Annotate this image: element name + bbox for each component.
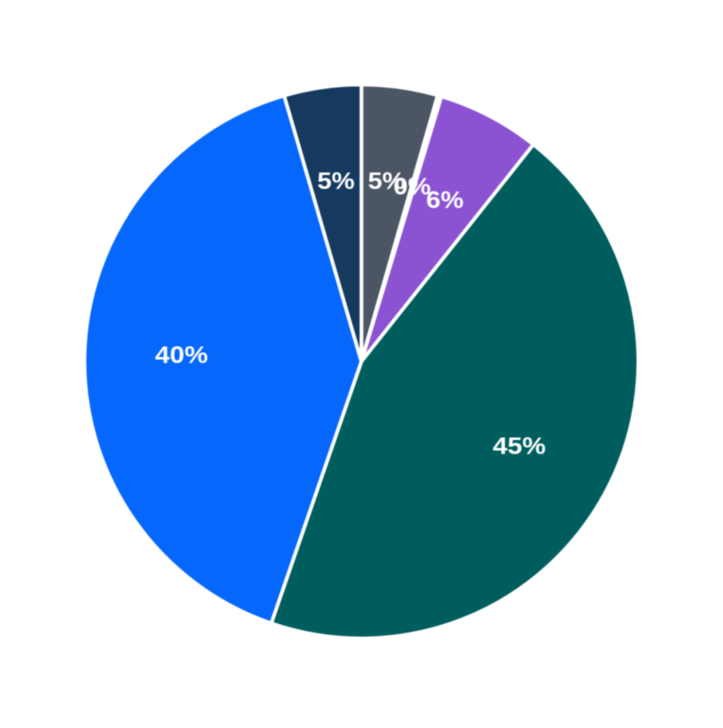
svg-text:40%: 40%: [155, 342, 208, 369]
svg-text:5%: 5%: [368, 168, 406, 195]
svg-text:6%: 6%: [426, 187, 464, 214]
svg-text:5%: 5%: [317, 168, 355, 195]
svg-text:0%: 0%: [393, 174, 431, 201]
svg-text:45%: 45%: [493, 433, 546, 460]
